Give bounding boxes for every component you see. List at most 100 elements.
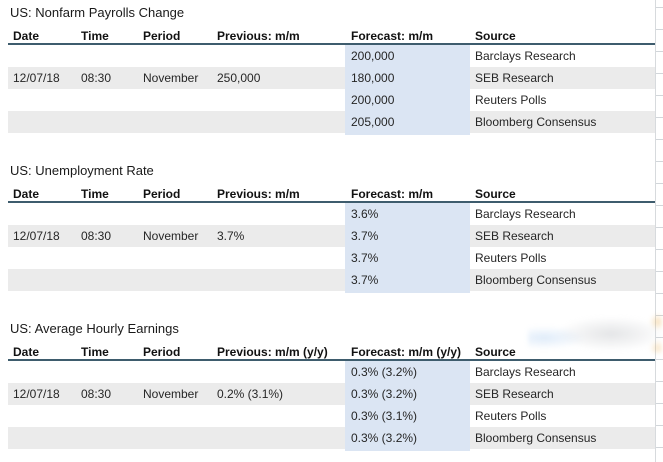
- cell-period: [143, 427, 217, 449]
- table-title: US: Unemployment Rate: [10, 163, 154, 178]
- cell-source: Bloomberg Consensus: [475, 115, 597, 129]
- table-row: 0.3% (3.2%) Barclays Research: [8, 361, 655, 383]
- cell-time: [81, 405, 143, 427]
- cell-source: SEB Research: [475, 71, 554, 85]
- column-header-source: Source: [475, 345, 516, 359]
- table-row: 200,000 Barclays Research: [8, 45, 655, 67]
- column-header-date: Date: [13, 187, 40, 201]
- cell-previous: 250,000: [217, 71, 261, 85]
- column-header-previous: Previous: m/m: [217, 29, 300, 43]
- cell-forecast: 0.3% (3.1%): [345, 405, 470, 427]
- cell-source: Bloomberg Consensus: [475, 431, 597, 445]
- cell-time: [81, 203, 143, 225]
- column-header-time: Time: [81, 187, 109, 201]
- cell-date: 12/07/18: [13, 387, 60, 401]
- table-header-row: Date Time Period Previous: m/m Forecast:…: [8, 186, 655, 203]
- cell-previous: [217, 89, 345, 111]
- cell-forecast: 180,000: [345, 67, 470, 89]
- forecast-table-unemployment-rate: US: Unemployment Rate Date Time Period P…: [8, 162, 655, 291]
- cell-forecast: 0.3% (3.2%): [345, 383, 470, 405]
- cell-previous: [217, 405, 345, 427]
- cell-source: Barclays Research: [475, 207, 576, 221]
- column-header-period: Period: [143, 187, 181, 201]
- cell-date: [8, 89, 81, 111]
- cell-source: SEB Research: [475, 387, 554, 401]
- column-header-source: Source: [475, 29, 516, 43]
- cell-time: [81, 427, 143, 449]
- column-header-previous: Previous: m/m (y/y): [217, 345, 328, 359]
- cell-period: [143, 405, 217, 427]
- cell-forecast: 200,000: [345, 89, 470, 111]
- cell-source: Reuters Polls: [475, 93, 547, 107]
- cell-source: SEB Research: [475, 229, 554, 243]
- cell-period: November: [143, 387, 199, 401]
- column-header-date: Date: [13, 345, 40, 359]
- cell-source: Reuters Polls: [475, 409, 547, 423]
- forecast-table-average-hourly-earnings: US: Average Hourly Earnings Date Time Pe…: [8, 320, 655, 449]
- cell-date: [8, 203, 81, 225]
- cell-previous: 0.2% (3.1%): [217, 387, 284, 401]
- cell-date: [8, 45, 81, 67]
- cell-time: [81, 45, 143, 67]
- cell-forecast: 0.3% (3.2%): [345, 361, 470, 383]
- column-header-date: Date: [13, 29, 40, 43]
- cell-previous: [217, 111, 345, 133]
- cell-date: 12/07/18: [13, 229, 60, 243]
- cell-period: November: [143, 71, 199, 85]
- cell-time: [81, 361, 143, 383]
- cell-forecast: 3.6%: [345, 203, 470, 225]
- cell-date: [8, 247, 81, 269]
- cell-period: [143, 203, 217, 225]
- cell-date: [8, 269, 81, 291]
- cell-previous: [217, 427, 345, 449]
- table-row: 200,000 Reuters Polls: [8, 89, 655, 111]
- cell-time: 08:30: [81, 387, 112, 401]
- column-header-forecast: Forecast: m/m (y/y): [351, 345, 462, 359]
- cell-time: 08:30: [81, 229, 112, 243]
- cell-period: [143, 361, 217, 383]
- column-header-period: Period: [143, 345, 181, 359]
- column-header-time: Time: [81, 29, 109, 43]
- cell-time: [81, 247, 143, 269]
- cell-date: 12/07/18: [13, 71, 60, 85]
- cell-previous: 3.7%: [217, 229, 245, 243]
- column-header-previous: Previous: m/m: [217, 187, 300, 201]
- column-header-time: Time: [81, 345, 109, 359]
- cell-period: November: [143, 229, 199, 243]
- cell-period: [143, 111, 217, 133]
- table-row: 12/07/18 08:30 November 0.2% (3.1%) 0.3%…: [8, 383, 655, 405]
- table-header-row: Date Time Period Previous: m/m (y/y) For…: [8, 344, 655, 361]
- cell-period: [143, 269, 217, 291]
- table-row: 0.3% (3.2%) Bloomberg Consensus: [8, 427, 655, 449]
- column-header-period: Period: [143, 29, 181, 43]
- cell-previous: [217, 203, 345, 225]
- cell-time: [81, 111, 143, 133]
- cell-date: [8, 361, 81, 383]
- cell-previous: [217, 269, 345, 291]
- cell-date: [8, 111, 81, 133]
- cell-time: [81, 89, 143, 111]
- cell-date: [8, 405, 81, 427]
- column-header-forecast: Forecast: m/m: [351, 187, 434, 201]
- cell-previous: [217, 45, 345, 67]
- cell-forecast: 0.3% (3.2%): [345, 427, 470, 449]
- cell-time: [81, 269, 143, 291]
- table-header-row: Date Time Period Previous: m/m Forecast:…: [8, 28, 655, 45]
- table-row: 12/07/18 08:30 November 250,000 180,000 …: [8, 67, 655, 89]
- table-row: 12/07/18 08:30 November 3.7% 3.7% SEB Re…: [8, 225, 655, 247]
- cell-period: [143, 89, 217, 111]
- cell-source: Barclays Research: [475, 365, 576, 379]
- table-row: 3.7% Reuters Polls: [8, 247, 655, 269]
- cell-previous: [217, 361, 345, 383]
- column-header-forecast: Forecast: m/m: [351, 29, 434, 43]
- cell-time: 08:30: [81, 71, 112, 85]
- table-title: US: Average Hourly Earnings: [10, 321, 179, 336]
- cell-forecast: 205,000: [345, 111, 470, 133]
- cell-period: [143, 247, 217, 269]
- right-edge-row-ticks: [656, 7, 663, 462]
- cell-date: [8, 427, 81, 449]
- forecast-table-nonfarm-payrolls: US: Nonfarm Payrolls Change Date Time Pe…: [8, 4, 655, 133]
- table-row: 3.6% Barclays Research: [8, 203, 655, 225]
- cell-forecast: 200,000: [345, 45, 470, 67]
- cell-source: Bloomberg Consensus: [475, 273, 597, 287]
